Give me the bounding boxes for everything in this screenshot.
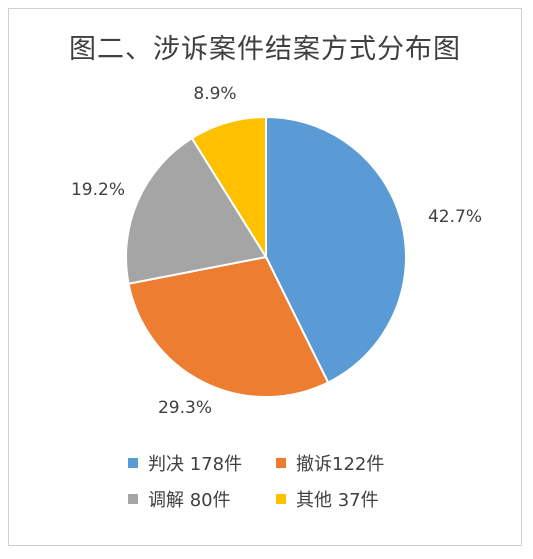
pie-slice-judgment: [265, 115, 407, 384]
chart-legend: 判决 178件 撤诉122件 调解 80件 其他 37件: [128, 450, 428, 522]
data-label-other: 8.9%: [193, 84, 236, 104]
data-label-judgment: 42.7%: [428, 207, 482, 227]
data-label-mediation: 19.2%: [71, 180, 125, 200]
legend-swatch-judgment: [128, 458, 138, 468]
legend-item-other: 其他 37件: [276, 486, 379, 512]
legend-swatch-mediation: [128, 494, 138, 504]
legend-label-judgment: 判决 178件: [148, 454, 243, 475]
legend-swatch-withdrawal: [276, 458, 286, 468]
legend-item-judgment: 判决 178件: [128, 450, 242, 476]
legend-swatch-other: [276, 494, 286, 504]
pie-slice-mediation: [125, 136, 268, 285]
pie-slice-withdrawal: [127, 255, 330, 398]
data-label-withdrawal: 29.3%: [158, 398, 212, 418]
legend-item-mediation: 调解 80件: [128, 486, 231, 512]
legend-label-mediation: 调解 80件: [148, 490, 231, 511]
legend-item-withdrawal: 撤诉122件: [276, 450, 384, 476]
legend-label-withdrawal: 撤诉122件: [296, 454, 385, 475]
chart-title: 图二、涉诉案件结案方式分布图: [69, 34, 461, 65]
legend-label-other: 其他 37件: [296, 490, 379, 511]
pie-slice-other: [190, 115, 267, 261]
